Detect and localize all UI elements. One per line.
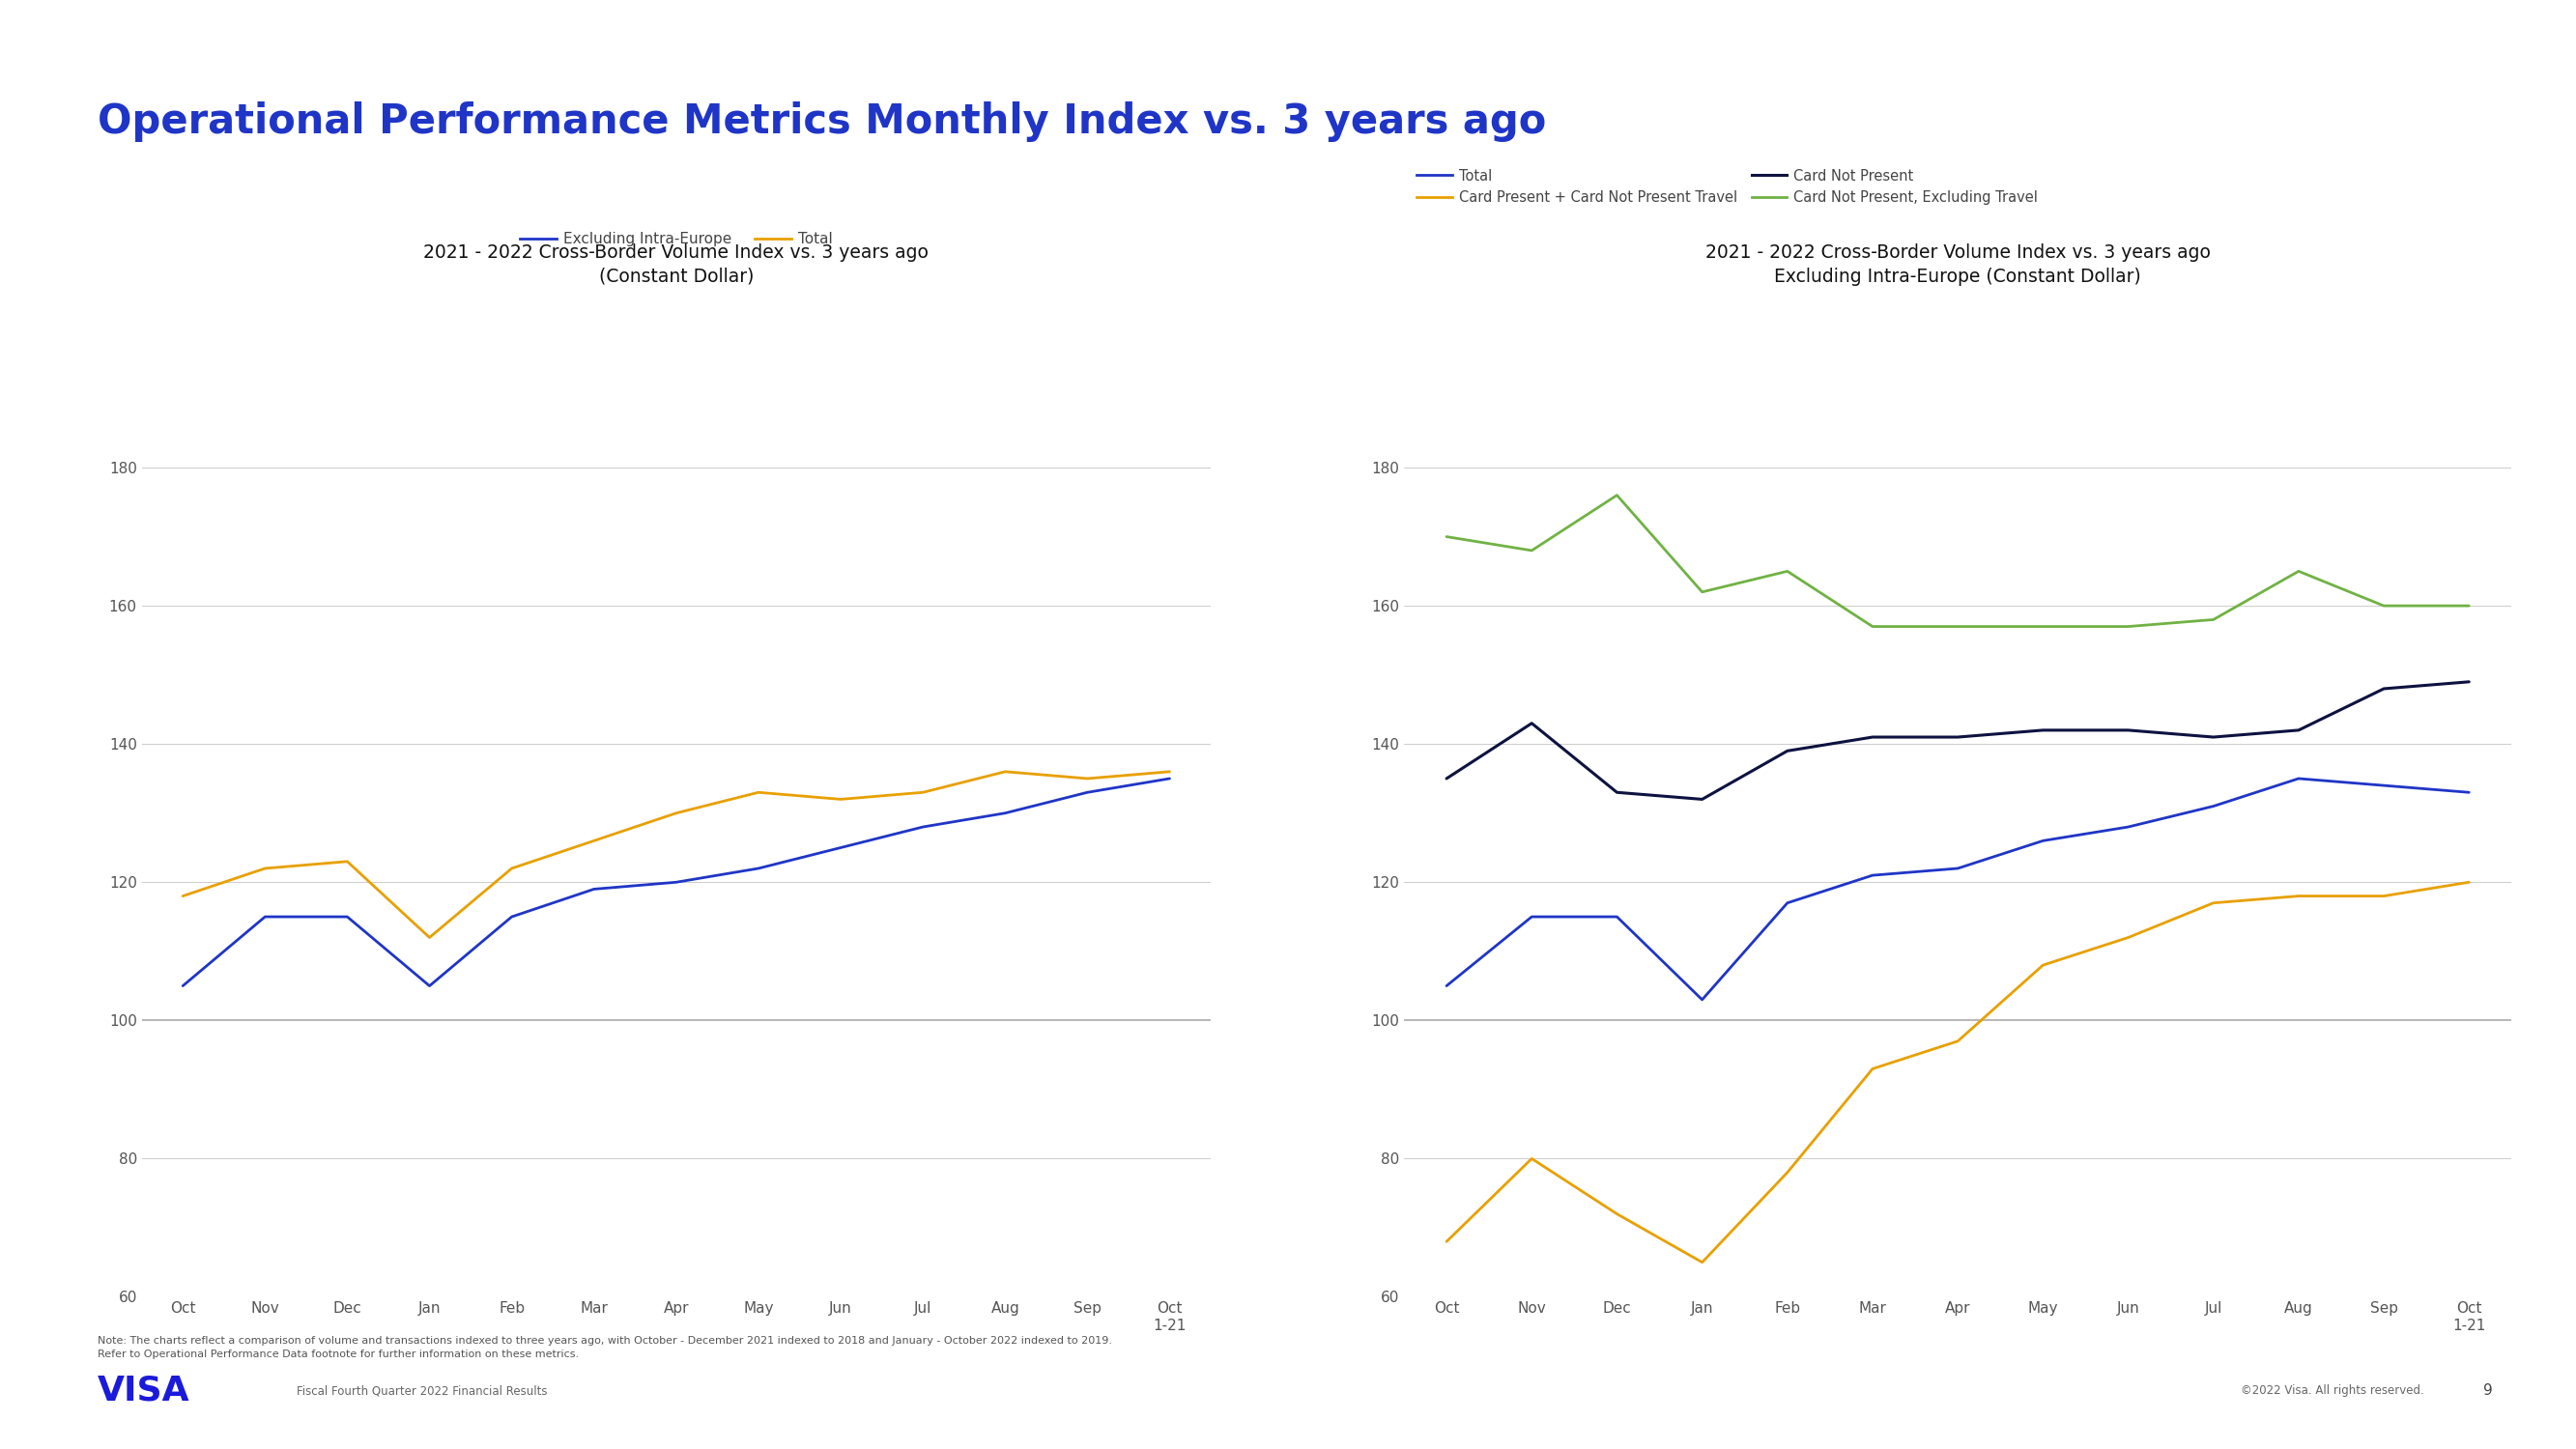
Text: Fiscal Fourth Quarter 2022 Financial Results: Fiscal Fourth Quarter 2022 Financial Res…	[296, 1385, 546, 1397]
Text: VISA: VISA	[98, 1375, 191, 1407]
Legend: Excluding Intra-Europe, Total: Excluding Intra-Europe, Total	[513, 226, 840, 252]
Text: Operational Performance Metrics Monthly Index vs. 3 years ago: Operational Performance Metrics Monthly …	[98, 101, 1546, 142]
Text: 2021 - 2022 Cross-Border Volume Index vs. 3 years ago
Excluding Intra-Europe (Co: 2021 - 2022 Cross-Border Volume Index vs…	[1705, 243, 2210, 285]
Text: Note: The charts reflect a comparison of volume and transactions indexed to thre: Note: The charts reflect a comparison of…	[98, 1336, 1113, 1359]
Text: ©2022 Visa. All rights reserved.: ©2022 Visa. All rights reserved.	[2241, 1385, 2424, 1397]
Text: 2021 - 2022 Cross-Border Volume Index vs. 3 years ago
(Constant Dollar): 2021 - 2022 Cross-Border Volume Index vs…	[422, 243, 930, 285]
Legend: Total, Card Present + Card Not Present Travel, Card Not Present, Card Not Presen: Total, Card Present + Card Not Present T…	[1412, 162, 2043, 210]
Text: 9: 9	[2483, 1384, 2494, 1398]
